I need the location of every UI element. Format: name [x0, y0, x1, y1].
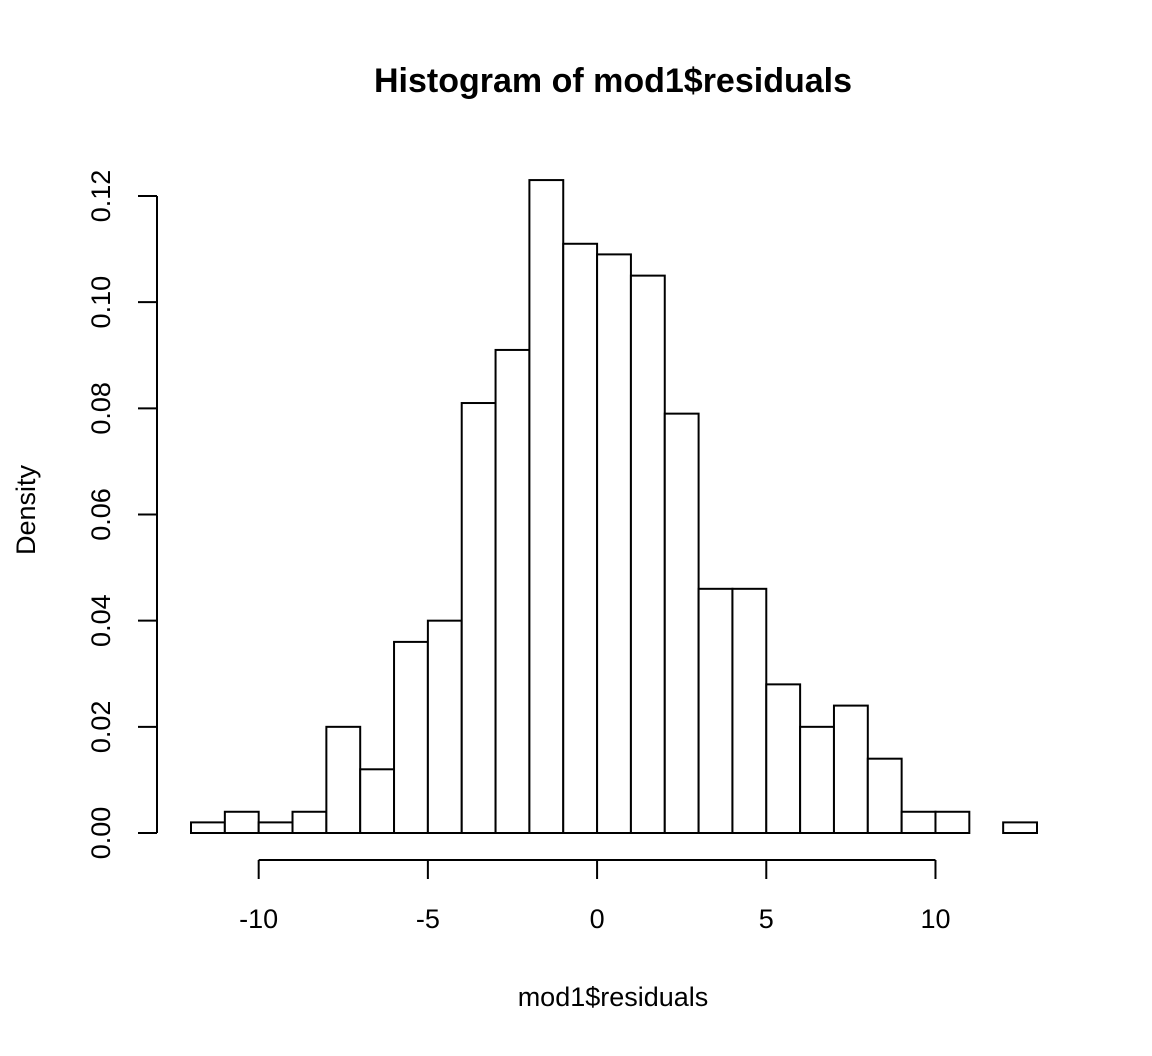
histogram-bar [765, 683, 802, 834]
histogram-bar [629, 274, 666, 834]
x-tick-label: 0 [590, 904, 605, 934]
y-tick-label: 0.02 [86, 701, 116, 754]
x-tick-label: 5 [759, 904, 774, 934]
histogram-bar [1002, 821, 1038, 835]
y-tick-label: 0.08 [86, 382, 116, 435]
histogram-bar [900, 810, 937, 834]
histogram-bar [223, 810, 260, 834]
histogram-bar [257, 821, 294, 835]
histogram-bar [426, 619, 463, 835]
bars-group [190, 179, 1038, 835]
y-tick-label: 0.04 [86, 594, 116, 647]
histogram-bar [528, 179, 565, 834]
histogram-bar [731, 587, 768, 834]
histogram-bar [562, 242, 599, 834]
chart-title: Histogram of mod1$residuals [374, 62, 852, 100]
x-tick-label: -5 [416, 904, 440, 934]
y-tick-label: 0.00 [86, 807, 116, 860]
y-tick-label: 0.06 [86, 488, 116, 541]
histogram-bar [494, 348, 531, 834]
histogram-bar [359, 768, 396, 834]
histogram-bar [697, 587, 734, 834]
x-tick-label: 10 [920, 904, 950, 934]
histogram-bar [832, 704, 869, 834]
x-axis: -10 -5 0 5 10 [239, 859, 951, 934]
y-axis-label: Density [11, 464, 41, 555]
histogram-bar [190, 821, 226, 835]
y-tick-label: 0.10 [86, 276, 116, 329]
histogram-bar [663, 412, 700, 834]
x-axis-label: mod1$residuals [518, 982, 709, 1012]
histogram-bar [325, 725, 362, 834]
histogram-bar [393, 640, 429, 835]
x-tick-label: -10 [239, 904, 278, 934]
y-axis: 0.00 0.02 0.04 0.06 0.08 0.10 0.12 [86, 170, 158, 860]
histogram-bar [866, 757, 903, 835]
histogram-bar [291, 810, 328, 834]
y-tick-label: 0.12 [86, 170, 116, 223]
histogram-bar [799, 725, 835, 834]
histogram-bar [934, 810, 971, 834]
histogram-bar [596, 253, 632, 834]
histogram-bar [460, 402, 497, 834]
